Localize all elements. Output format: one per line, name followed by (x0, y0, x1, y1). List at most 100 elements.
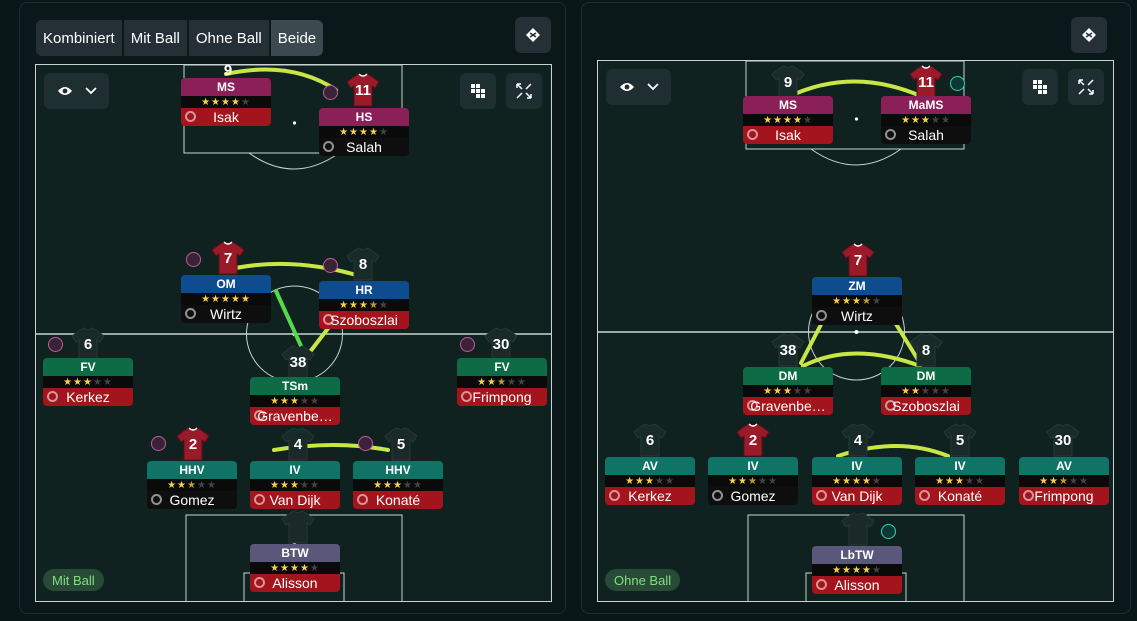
shirt-icon (841, 243, 875, 277)
tactics-settings-button[interactable] (1071, 17, 1107, 53)
player-card[interactable]: DM ★ ★ ★ ★ ★ Szoboszlai (881, 367, 971, 415)
player-status-icon (254, 410, 265, 421)
role-rating: ★ ★ ★ ★ ★ (915, 475, 1005, 487)
role-rating: ★ ★ ★ ★ ★ (812, 475, 902, 487)
role-label: LbTW (812, 546, 902, 564)
visibility-dropdown[interactable] (606, 69, 671, 105)
tactics-settings-button[interactable] (515, 17, 551, 53)
player-card[interactable]: IV ★ ★ ★ ★ ★ Gomez (708, 457, 798, 505)
shirt-icon (771, 333, 805, 367)
passing-link (224, 67, 338, 92)
player-status-icon (885, 129, 896, 140)
tab-mit-ball[interactable]: Mit Ball (123, 20, 187, 56)
shirt-icon (211, 241, 245, 275)
expand-button[interactable] (1068, 69, 1104, 105)
tactics-icon (526, 28, 540, 42)
player-name-text: Frimpong (1034, 488, 1094, 504)
shirt-icon (484, 327, 518, 361)
role-rating: ★ ★ ★ ★ ★ (250, 395, 340, 407)
trait-badge-icon (358, 436, 373, 451)
player-name: Szoboszlai (881, 397, 971, 415)
role-label: IV (812, 457, 902, 475)
role-rating: ★ ★ ★ ★ ★ (812, 564, 902, 576)
player-card[interactable]: IV ★ ★ ★ ★ ★ Van Dijk (812, 457, 902, 505)
player-status-icon (816, 310, 827, 321)
pitch-with-ball: 9 MS ★ ★ ★ ★ ★ Isak 11 HS ★ ★ ★ ★ ★ Salah 7 OM ★ ★ ★ ★ ★ Wirtz 8… (35, 64, 552, 602)
player-name: Alisson (812, 576, 902, 594)
player-card[interactable]: AV ★ ★ ★ ★ ★ Kerkez (605, 457, 695, 505)
player-card[interactable]: FV ★ ★ ★ ★ ★ Frimpong (457, 358, 547, 406)
player-card[interactable]: HHV ★ ★ ★ ★ ★ Gomez (147, 461, 237, 509)
player-name-text: Gomez (169, 492, 215, 508)
player-card[interactable]: BTW ★ ★ ★ ★ ★ Alisson (250, 544, 340, 592)
role-rating: ★ ★ ★ ★ ★ (147, 479, 237, 491)
left-formation-panel: Kombiniert Mit Ball Ohne Ball Beide 9 MS ★… (19, 2, 566, 614)
player-card[interactable]: DM ★ ★ ★ ★ ★ Gravenbe… (743, 367, 833, 415)
role-rating: ★ ★ ★ ★ ★ (250, 562, 340, 574)
role-label: AV (1019, 457, 1109, 475)
role-rating: ★ ★ ★ ★ ★ (43, 376, 133, 388)
player-name-text: Konaté (937, 488, 983, 504)
player-card[interactable]: IV ★ ★ ★ ★ ★ Van Dijk (250, 461, 340, 509)
player-status-icon (254, 577, 265, 588)
player-card[interactable]: MS ★ ★ ★ ★ ★ Isak (181, 78, 271, 126)
phase-badge: Mit Ball (43, 569, 104, 591)
role-rating: ★ ★ ★ ★ ★ (1019, 475, 1109, 487)
trait-badge-icon (323, 85, 338, 100)
grid-view-button[interactable] (1022, 69, 1058, 105)
role-label: IV (250, 461, 340, 479)
shirt-icon (1046, 423, 1080, 457)
player-card[interactable]: IV ★ ★ ★ ★ ★ Konaté (915, 457, 1005, 505)
player-name: Gomez (147, 491, 237, 509)
visibility-dropdown[interactable] (44, 73, 109, 109)
pitch-markings (36, 65, 551, 601)
player-card[interactable]: OM ★ ★ ★ ★ ★ Wirtz (181, 275, 271, 323)
player-card[interactable]: MaMS ★ ★ ★ ★ ★ Salah (881, 96, 971, 144)
player-name: Konaté (915, 487, 1005, 505)
player-name-text: Frimpong (472, 389, 532, 405)
player-name: Van Dijk (812, 487, 902, 505)
player-name-text: Kerkez (628, 488, 672, 504)
shirt-icon (943, 423, 977, 457)
player-status-icon (185, 308, 196, 319)
player-card[interactable]: LbTW ★ ★ ★ ★ ★ Alisson (812, 546, 902, 594)
role-label: DM (881, 367, 971, 385)
player-name: Van Dijk (250, 491, 340, 509)
player-card[interactable]: HHV ★ ★ ★ ★ ★ Konaté (353, 461, 443, 509)
trait-badge-icon (186, 252, 201, 267)
player-card[interactable]: HS ★ ★ ★ ★ ★ Salah (319, 108, 409, 156)
player-card[interactable]: FV ★ ★ ★ ★ ★ Kerkez (43, 358, 133, 406)
role-rating: ★ ★ ★ ★ ★ (457, 376, 547, 388)
tab-beide[interactable]: Beide (270, 20, 324, 56)
player-card[interactable]: ZM ★ ★ ★ ★ ★ Wirtz (812, 277, 902, 325)
tab-kombiniert[interactable]: Kombiniert (36, 20, 122, 56)
player-name-text: Isak (213, 109, 239, 125)
player-name-text: Salah (346, 139, 382, 155)
player-name-text: Van Dijk (269, 492, 321, 508)
phase-tabs: Kombiniert Mit Ball Ohne Ball Beide (36, 20, 324, 56)
player-card[interactable]: MS ★ ★ ★ ★ ★ Isak (743, 96, 833, 144)
player-status-icon (816, 579, 827, 590)
shirt-icon (736, 423, 770, 457)
pitch-markings (598, 61, 1113, 601)
role-label: IV (915, 457, 1005, 475)
player-card[interactable]: HR ★ ★ ★ ★ ★ Szoboszlai (319, 281, 409, 329)
player-card[interactable]: AV ★ ★ ★ ★ ★ Frimpong (1019, 457, 1109, 505)
role-label: MS (743, 96, 833, 114)
shirt-icon (841, 512, 875, 546)
trait-badge-icon (881, 524, 896, 539)
expand-icon (516, 83, 532, 99)
shirt-icon (281, 427, 315, 461)
shirt-number: 30 (492, 336, 510, 353)
tab-ohne-ball[interactable]: Ohne Ball (188, 20, 269, 56)
player-name-text: Szoboszlai (330, 312, 398, 328)
shirt-number: 7 (223, 250, 233, 267)
passing-link (224, 261, 365, 279)
shirt-number: 2 (748, 432, 758, 449)
expand-button[interactable] (506, 73, 542, 109)
player-card[interactable]: TSm ★ ★ ★ ★ ★ Gravenbe… (250, 377, 340, 425)
player-status-icon (816, 490, 827, 501)
grid-view-button[interactable] (460, 73, 496, 109)
player-status-icon (185, 111, 196, 122)
player-status-icon (712, 490, 723, 501)
